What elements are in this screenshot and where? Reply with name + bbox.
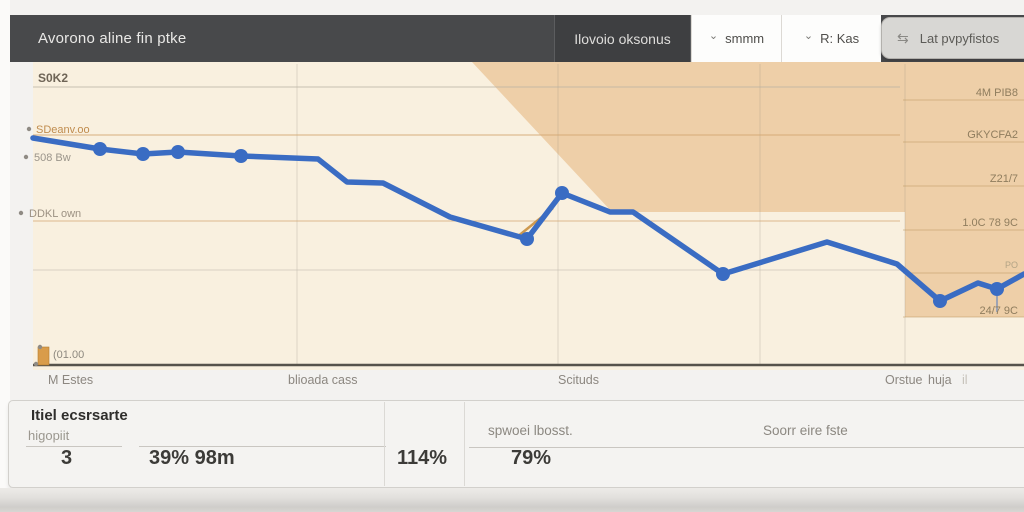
tick-bullet <box>37 344 43 350</box>
dropdown-2[interactable]: ⌄ R: Kas <box>781 15 881 62</box>
compare-pill-button[interactable]: ⇆ Lat pvpyfistos <box>881 17 1024 59</box>
stat-value-4: 79% <box>511 447 552 469</box>
divider <box>464 402 465 486</box>
tick-bullet <box>26 126 32 132</box>
chart-overlay-region <box>472 62 1024 317</box>
divider <box>384 402 385 486</box>
chevron-down-icon: ⌄ <box>803 30 814 42</box>
chart-plot-background <box>33 62 1024 370</box>
stats-panel: Itiel ecsrsarte higopiit 3 39% 98m 114% … <box>8 400 1024 488</box>
right-axis-tick-label: GKYCFA2 <box>967 129 1018 141</box>
tick-bullet <box>33 361 39 367</box>
right-axis-tick-label: Z21/7 <box>990 173 1018 185</box>
y-axis-tick-label: (01.00 <box>53 349 84 361</box>
data-point-marker[interactable] <box>990 282 1004 296</box>
divider <box>26 446 122 447</box>
stat-label-4: spwoei lbosst. <box>488 423 573 438</box>
data-point-marker[interactable] <box>716 267 730 281</box>
tick-bullet <box>23 154 29 160</box>
divider <box>139 446 386 447</box>
stat-label-5: Soorr eire fste <box>763 423 848 438</box>
bottom-edge-shade <box>0 488 1024 512</box>
data-point-marker[interactable] <box>93 142 107 156</box>
x-axis-tick-label: M Estes <box>48 373 93 387</box>
data-point-marker[interactable] <box>555 186 569 200</box>
x-axis-tick-label: huja <box>928 373 952 387</box>
divider <box>469 447 1024 448</box>
y-axis-tick-label: S0K2 <box>38 71 68 85</box>
data-point-marker[interactable] <box>136 147 150 161</box>
stat-value-3: 114% <box>397 447 448 469</box>
dropdown-1[interactable]: ⌄ smmm <box>691 15 781 62</box>
chart-area[interactable]: S0K2 SDeanv.oo 508 Bw DDKL own (01.00 4M PIB8… <box>10 62 1024 392</box>
tick-bullet <box>18 210 24 216</box>
stats-subtitle: higopiit <box>28 428 70 443</box>
data-point-marker[interactable] <box>171 145 185 159</box>
stat-value-1: 3 <box>60 447 73 469</box>
y-axis-tick-label: SDeanv.oo <box>36 124 90 136</box>
chevron-down-icon: ⌄ <box>708 30 719 42</box>
right-axis-tick-label: 24/7 9C <box>979 305 1018 317</box>
data-point-marker[interactable] <box>520 232 534 246</box>
page-title: Avorono aline fin ptke <box>38 30 187 47</box>
data-point-marker[interactable] <box>234 149 248 163</box>
right-axis-tick-label: 4M PIB8 <box>976 87 1018 99</box>
stats-title: Itiel ecsrsarte <box>31 407 128 424</box>
header-actions: Ilovoio oksonus ⌄ smmm ⌄ R: Kas ⇆ Lat pv… <box>554 15 1024 62</box>
x-axis-tick-label: blioada cass <box>288 373 358 387</box>
dropdown-1-label: smmm <box>725 31 765 46</box>
y-axis-tick-label: DDKL own <box>29 208 81 220</box>
data-point-marker[interactable] <box>933 294 947 308</box>
x-axis-tick-label: Scituds <box>558 373 599 387</box>
stat-value-2: 39% 98m <box>149 447 235 469</box>
right-axis-tick-label: PO <box>1005 260 1018 270</box>
right-axis-tick-label: 1.0C 78 9C <box>962 217 1018 229</box>
y-axis-tick-label: 508 Bw <box>34 152 71 164</box>
tab-primary[interactable]: Ilovoio oksonus <box>554 15 691 62</box>
left-margin <box>0 0 10 512</box>
x-axis-tick-label: il <box>962 373 968 387</box>
chart-canvas[interactable]: S0K2 SDeanv.oo 508 Bw DDKL own (01.00 4M PIB8… <box>10 62 1024 392</box>
pill-label: Lat pvpyfistos <box>919 30 1000 46</box>
x-axis-tick-label: Orstue <box>885 373 923 387</box>
dropdown-2-label: R: Kas <box>820 31 860 46</box>
swap-arrows-icon: ⇆ <box>897 29 909 46</box>
mini-bar-marker <box>37 346 50 366</box>
price-line <box>30 135 1024 304</box>
header-bar: Avorono aline fin ptke Ilovoio oksonus ⌄… <box>10 15 1024 62</box>
